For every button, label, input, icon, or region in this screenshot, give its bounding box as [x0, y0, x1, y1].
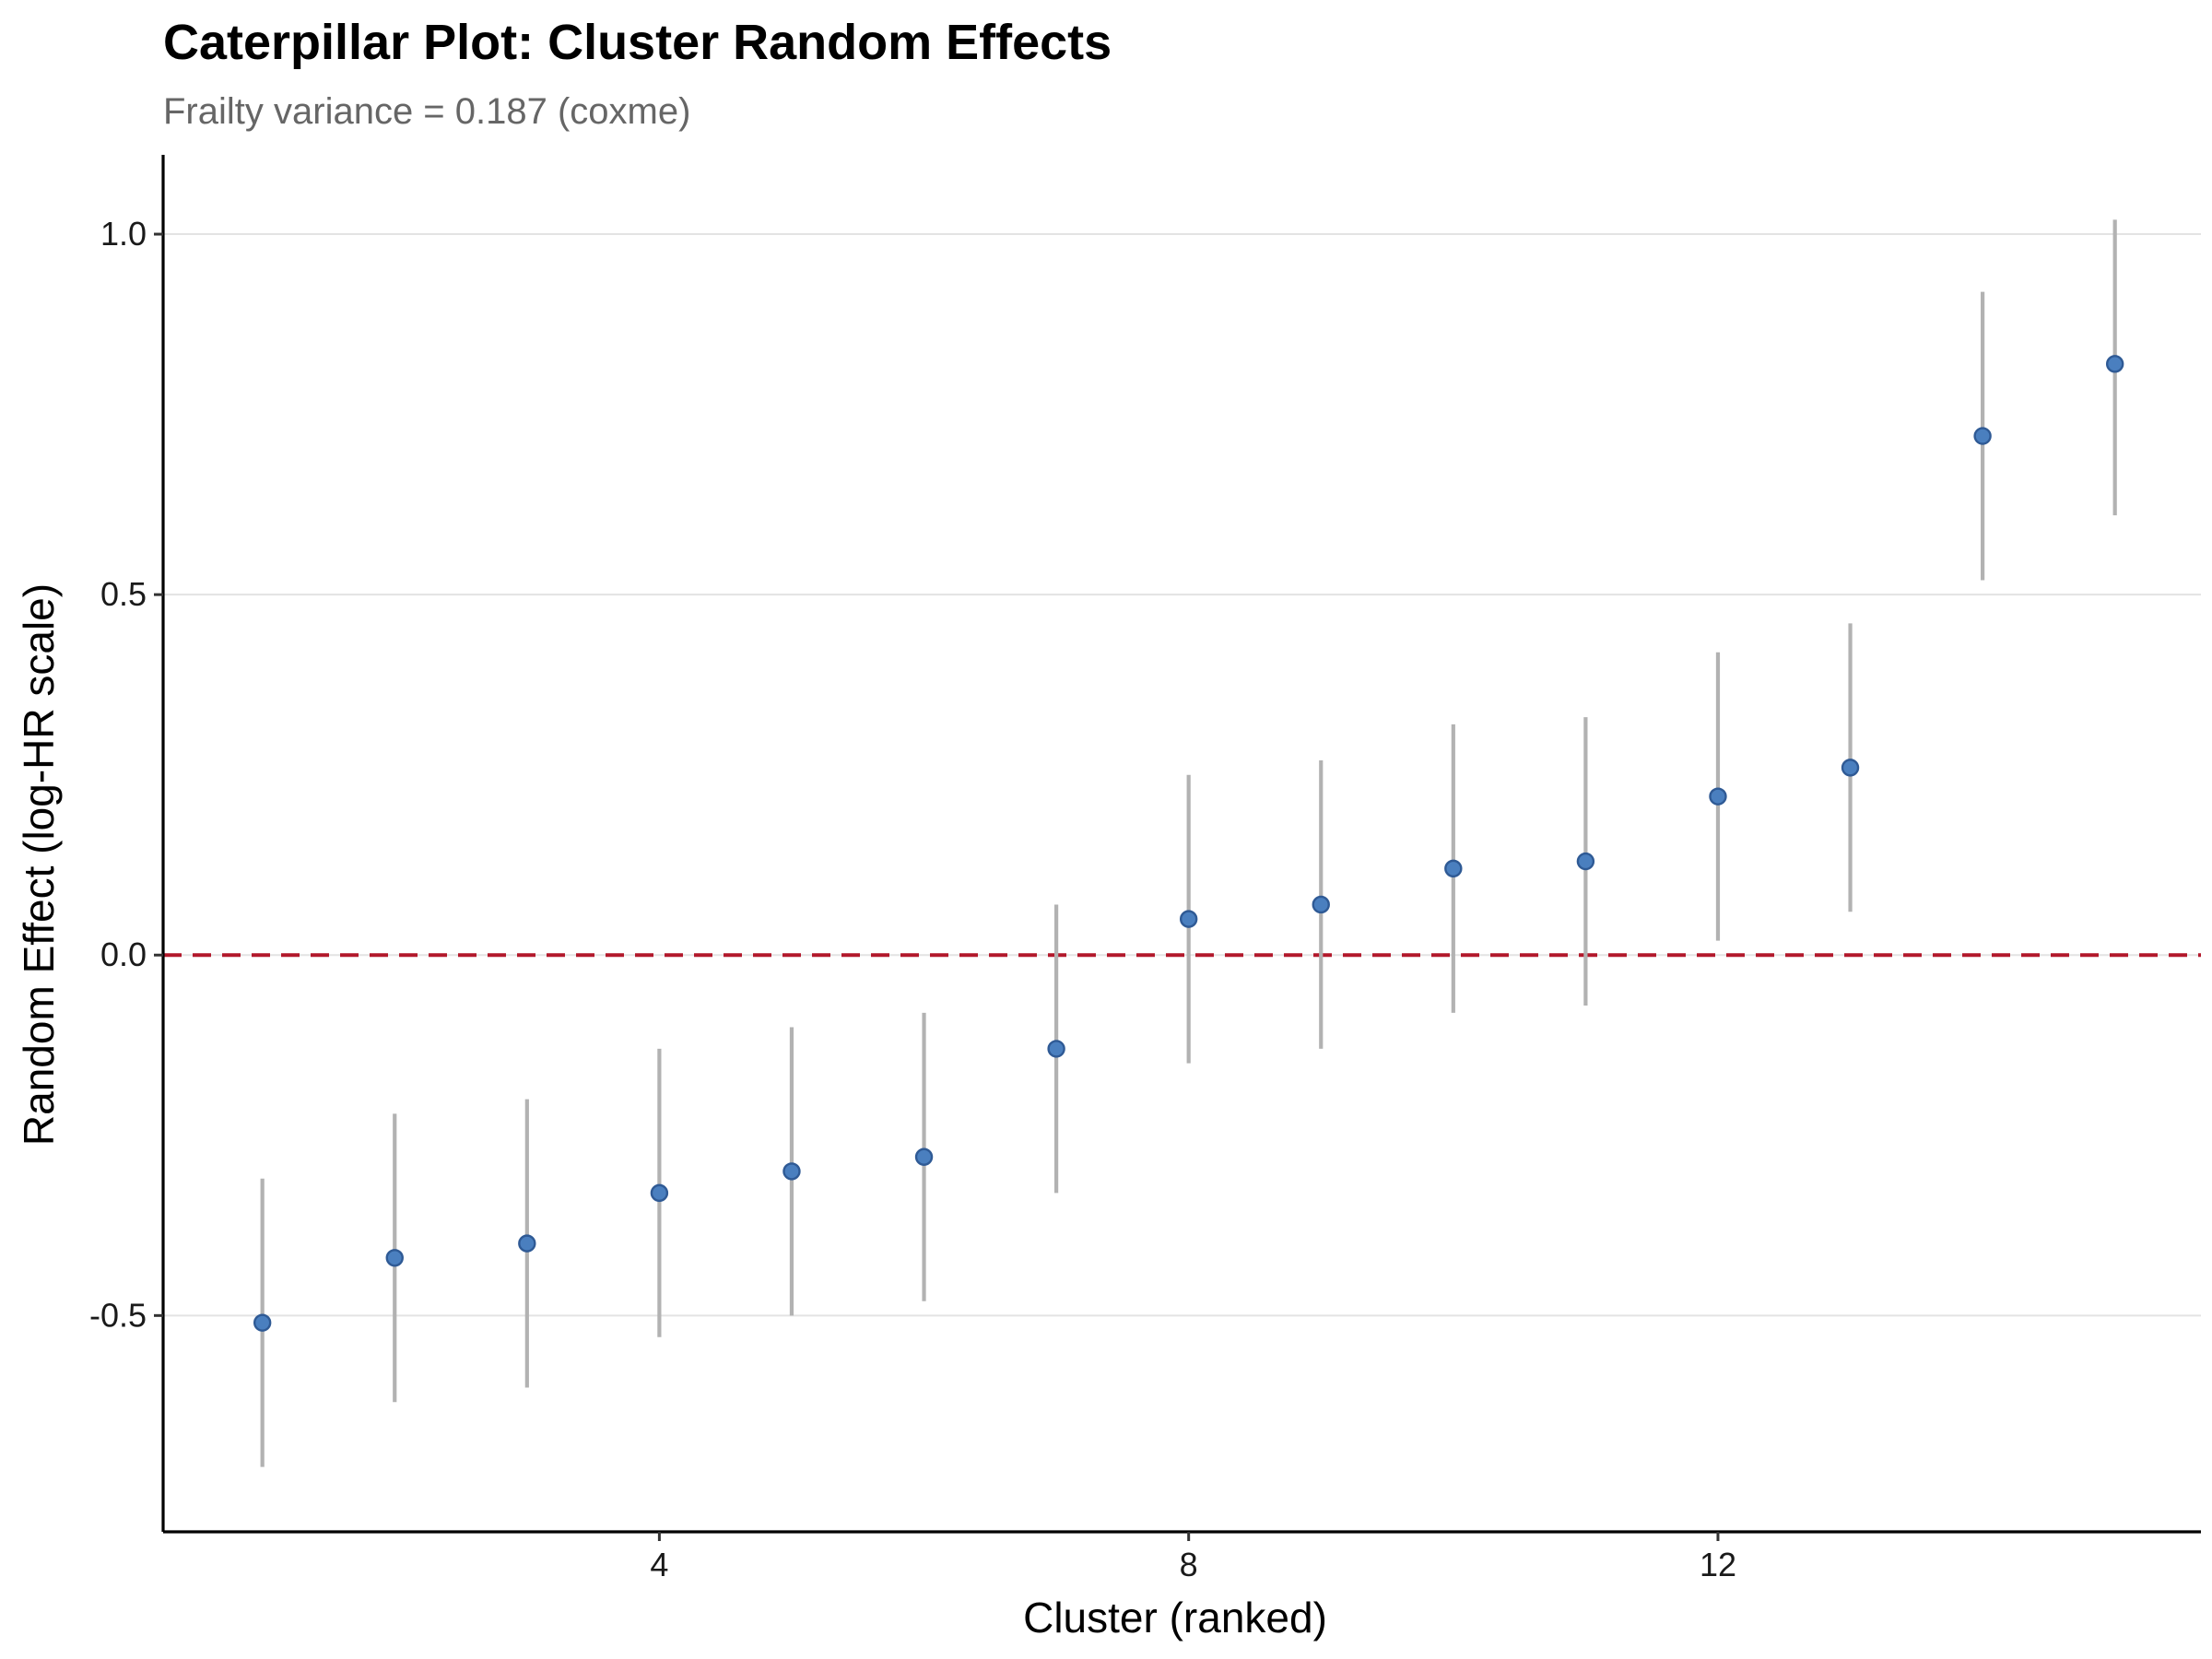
data-point: [1841, 759, 1860, 777]
y-axis-title: Random Effect (log-HR scale): [15, 583, 63, 1146]
x-tick-label: 4: [650, 1546, 668, 1583]
data-point: [1047, 1040, 1065, 1058]
data-point: [1576, 852, 1595, 871]
data-point: [2105, 355, 2124, 373]
data-point: [253, 1313, 272, 1332]
y-tick-label: -0.5: [89, 1296, 147, 1334]
y-tick-label: 0.0: [100, 935, 147, 973]
y-tick-label: 1.0: [100, 215, 147, 253]
x-tick-label: 12: [1700, 1546, 1736, 1583]
data-points: [253, 355, 2124, 1332]
chart-subtitle: Frailty variance = 0.187 (coxme): [163, 91, 690, 132]
data-point: [782, 1162, 801, 1181]
data-point: [1179, 910, 1198, 928]
x-axis-title: Cluster (ranked): [1023, 1594, 1327, 1641]
data-point: [914, 1147, 934, 1166]
data-point: [1312, 895, 1330, 914]
data-point: [1444, 859, 1463, 878]
y-axis-ticks: -0.5 0.0 0.5 1.0: [89, 215, 163, 1334]
y-tick-label: 0.5: [100, 575, 147, 613]
data-point: [385, 1249, 404, 1267]
data-point: [650, 1183, 669, 1203]
data-point: [1973, 427, 1992, 445]
data-point: [1709, 787, 1727, 806]
chart-title: Caterpillar Plot: Cluster Random Effects: [163, 15, 1112, 70]
x-tick-label: 8: [1180, 1546, 1198, 1583]
data-point: [518, 1234, 536, 1253]
x-axis-ticks: 4 8 12: [650, 1532, 1736, 1583]
